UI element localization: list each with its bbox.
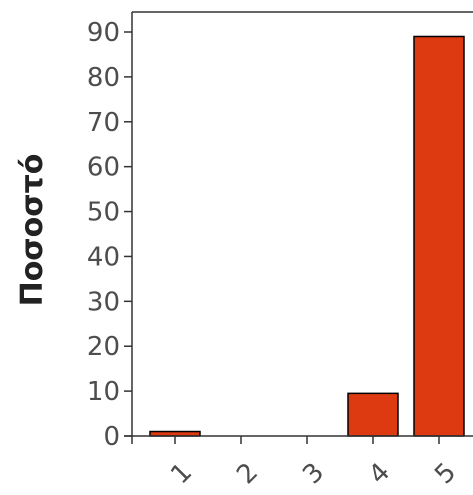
y-tick-label: 60 [87,153,120,183]
y-tick-label: 80 [87,63,120,93]
y-axis-ticks: 0 10 20 30 40 50 60 70 80 90 [87,18,132,452]
x-tick-label: 3 [297,457,330,490]
x-tick-label: 4 [363,457,396,490]
y-tick-label: 0 [103,422,120,452]
x-tick-label: 1 [165,457,198,490]
y-tick-label: 20 [87,332,120,362]
y-tick-label: 90 [87,18,120,48]
y-tick-label: 70 [87,108,120,138]
y-tick-label: 40 [87,242,120,272]
x-tick-label: 5 [429,457,462,490]
y-tick-label: 10 [87,377,120,407]
bar-4 [347,392,399,437]
bars [149,35,465,437]
x-tick-label: 2 [231,457,264,490]
y-tick-label: 50 [87,198,120,228]
y-axis-label: Ποσοστό [15,154,50,307]
y-tick-label: 30 [87,287,120,317]
bar-5 [413,35,465,437]
